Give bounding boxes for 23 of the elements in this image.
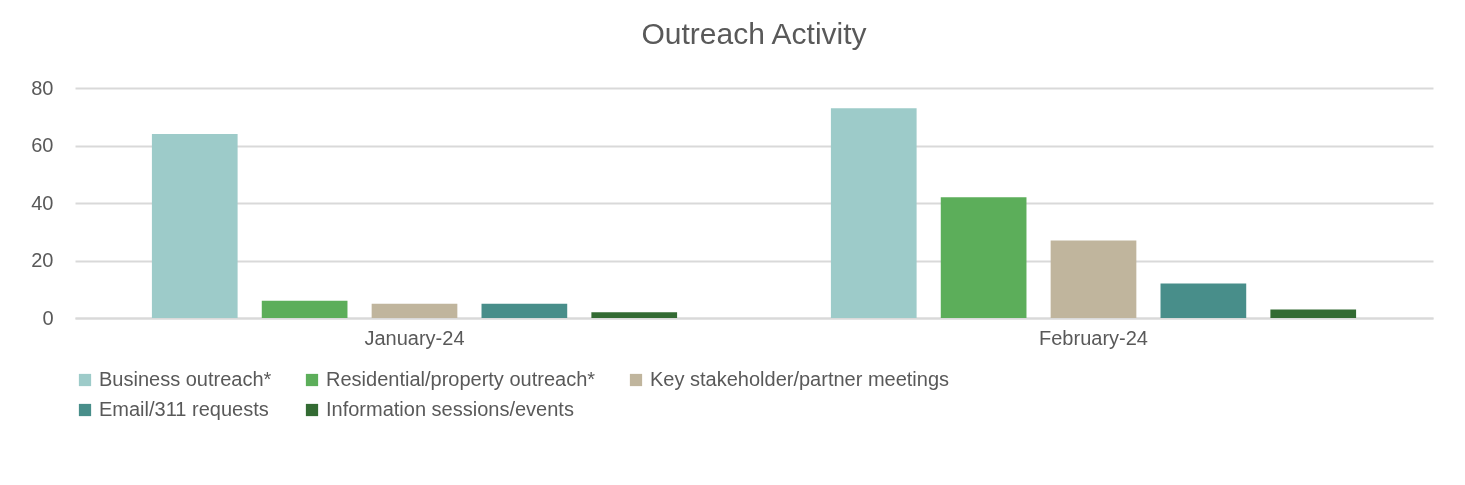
legend-label: Key stakeholder/partner meetings xyxy=(650,368,950,390)
legend-label: Email/311 requests xyxy=(99,398,269,420)
bar xyxy=(481,303,568,318)
legend-label: Information sessions/events xyxy=(326,398,574,420)
bar xyxy=(940,197,1027,318)
x-tick-label: January-24 xyxy=(364,326,465,349)
bar xyxy=(1160,283,1247,318)
bar xyxy=(1270,309,1357,318)
bar xyxy=(591,312,678,318)
bar xyxy=(151,134,238,318)
legend-label: Business outreach* xyxy=(99,368,272,390)
y-tick-label: 60 xyxy=(31,134,54,156)
y-tick-label: 80 xyxy=(31,76,54,99)
bar xyxy=(830,108,917,318)
y-tick-label: 40 xyxy=(31,191,54,214)
chart-title: Outreach Activity xyxy=(641,17,867,50)
bar xyxy=(1050,240,1137,318)
bar xyxy=(371,303,458,318)
y-tick-label: 0 xyxy=(42,306,54,329)
x-tick-label: February-24 xyxy=(1039,326,1148,349)
bar xyxy=(261,300,348,318)
legend-label: Residential/property outreach* xyxy=(326,368,596,390)
y-tick-label: 20 xyxy=(31,249,54,271)
